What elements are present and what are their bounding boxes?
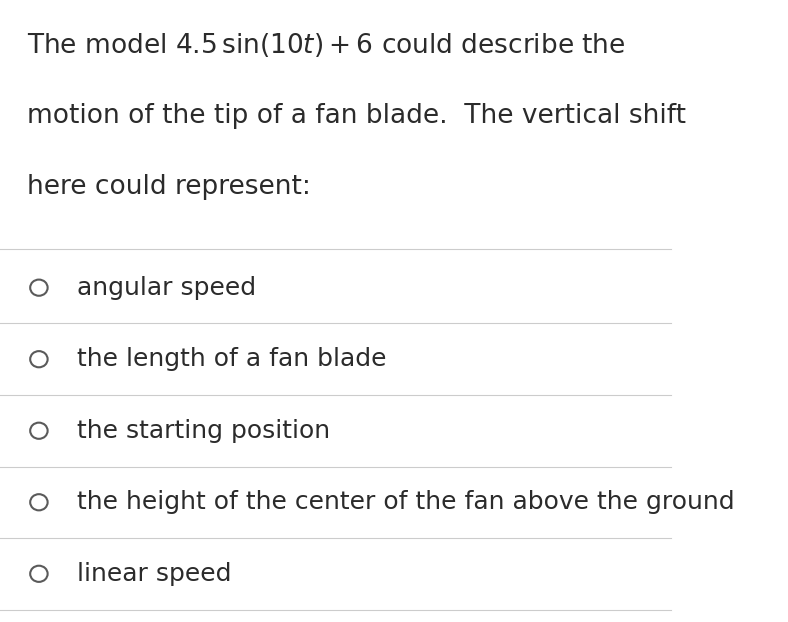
Text: motion of the tip of a fan blade.  The vertical shift: motion of the tip of a fan blade. The ve…: [27, 103, 686, 129]
Text: here could represent:: here could represent:: [27, 174, 310, 200]
Text: The model $4.5\,\sin(10t) + 6$ could describe the: The model $4.5\,\sin(10t) + 6$ could des…: [27, 31, 626, 59]
Text: angular speed: angular speed: [77, 276, 256, 300]
Text: the height of the center of the fan above the ground: the height of the center of the fan abov…: [77, 490, 734, 514]
Text: the starting position: the starting position: [77, 419, 330, 443]
Text: the length of a fan blade: the length of a fan blade: [77, 347, 387, 371]
Text: linear speed: linear speed: [77, 562, 232, 586]
